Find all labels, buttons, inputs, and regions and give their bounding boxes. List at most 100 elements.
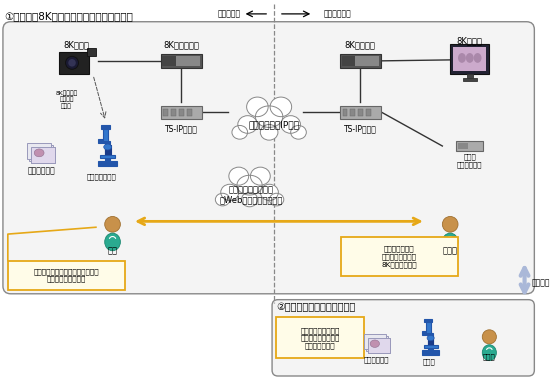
Bar	[98, 161, 118, 166]
Bar	[450, 44, 490, 74]
Text: 病理医: 病理医	[483, 353, 496, 360]
Ellipse shape	[270, 193, 284, 206]
Text: 顏微録: 顏微録	[422, 358, 435, 365]
Circle shape	[482, 330, 497, 344]
Ellipse shape	[68, 59, 76, 67]
Bar	[29, 145, 53, 161]
Text: 病理スライド: 病理スライド	[364, 356, 389, 363]
Bar	[31, 147, 55, 162]
Ellipse shape	[260, 124, 278, 140]
Bar	[428, 333, 433, 352]
Bar	[161, 54, 202, 68]
Bar	[422, 331, 431, 335]
Bar	[161, 106, 202, 119]
Text: 虎の門病院: 虎の門病院	[217, 9, 240, 18]
Bar	[276, 317, 364, 358]
Text: 8Kモニタ: 8Kモニタ	[457, 37, 483, 46]
Bar	[456, 141, 483, 151]
Bar	[425, 319, 432, 322]
Bar	[179, 109, 184, 115]
Ellipse shape	[442, 233, 458, 251]
Text: ②病理医が通常通り病理診断: ②病理医が通常通り病理診断	[276, 303, 355, 313]
Bar	[368, 338, 390, 353]
Text: 病理医が遠隔で
顏微録を操作し、
8K映像にて診断: 病理医が遠隔で 顏微録を操作し、 8K映像にて診断	[382, 246, 417, 268]
Bar	[342, 56, 379, 66]
Bar	[100, 155, 116, 158]
Bar	[339, 106, 381, 119]
Bar	[350, 109, 355, 115]
Ellipse shape	[250, 167, 270, 185]
Bar	[428, 336, 433, 347]
Ellipse shape	[370, 340, 380, 347]
Ellipse shape	[290, 126, 306, 139]
Bar	[463, 79, 477, 81]
Text: ①病理医が8K映像をもとに遠隔で病理診断: ①病理医が8K映像をもとに遠隔で病理診断	[4, 11, 133, 21]
Text: 比較評価: 比較評価	[531, 278, 550, 288]
Text: TS-IP変換機: TS-IP変換機	[164, 124, 197, 133]
Ellipse shape	[255, 106, 283, 127]
Text: 病理医: 病理医	[443, 246, 458, 255]
Circle shape	[442, 216, 458, 232]
Bar	[458, 143, 468, 149]
Text: 8Kデコーダ: 8Kデコーダ	[345, 41, 376, 50]
Bar	[358, 109, 363, 115]
Bar	[368, 338, 390, 353]
Text: 技師: 技師	[108, 246, 118, 255]
Ellipse shape	[246, 97, 268, 117]
Bar	[366, 109, 371, 115]
Bar	[453, 47, 486, 71]
Bar	[104, 145, 111, 157]
Ellipse shape	[474, 53, 481, 63]
Text: デジタル画像では診断の難しい症
例を含んだ病理標本: デジタル画像では診断の難しい症 例を含んだ病理標本	[34, 268, 100, 282]
Ellipse shape	[229, 167, 249, 185]
Bar	[87, 48, 96, 56]
Text: TS-IP変換機: TS-IP変換機	[344, 124, 377, 133]
Bar	[364, 334, 386, 349]
Ellipse shape	[237, 175, 262, 195]
Text: 地上通信絡（IP絡）: 地上通信絡（IP絡）	[249, 120, 300, 129]
Ellipse shape	[281, 116, 300, 133]
Ellipse shape	[65, 56, 79, 69]
Bar	[163, 109, 168, 115]
Bar	[162, 56, 176, 66]
Bar	[340, 237, 458, 276]
Bar	[171, 109, 176, 115]
Circle shape	[104, 216, 120, 232]
Bar	[98, 139, 108, 143]
Bar	[28, 143, 51, 159]
Text: 東京大学病院: 東京大学病院	[324, 9, 351, 18]
Text: 遠隔操作顏微録: 遠隔操作顏微録	[87, 173, 117, 180]
Ellipse shape	[270, 97, 292, 117]
Ellipse shape	[427, 335, 434, 341]
Bar	[343, 109, 348, 115]
Text: 後日、同じ病理医が
実験に使用した標本
を直接診断する: 後日、同じ病理医が 実験に使用した標本 を直接診断する	[300, 327, 340, 349]
Ellipse shape	[221, 184, 239, 201]
Ellipse shape	[104, 233, 120, 251]
Ellipse shape	[34, 149, 44, 157]
Text: 顏微録
コントローラ: 顏微録 コントローラ	[457, 154, 482, 168]
Bar	[366, 336, 388, 351]
Ellipse shape	[260, 184, 278, 201]
Bar	[424, 345, 438, 348]
Bar	[105, 141, 110, 162]
Bar	[342, 56, 355, 66]
Ellipse shape	[466, 53, 474, 63]
Bar	[422, 350, 439, 355]
Text: 8Kカメラを
顏微録に
セット: 8Kカメラを 顏微録に セット	[56, 90, 78, 109]
Ellipse shape	[216, 193, 230, 206]
Text: 8Kエンコーダ: 8Kエンコーダ	[163, 41, 199, 50]
Bar	[187, 109, 192, 115]
FancyBboxPatch shape	[3, 22, 535, 294]
FancyBboxPatch shape	[272, 300, 535, 376]
Ellipse shape	[482, 345, 497, 361]
Bar	[31, 147, 55, 162]
Ellipse shape	[104, 144, 112, 150]
Bar	[339, 54, 381, 68]
Ellipse shape	[238, 116, 257, 133]
Bar	[467, 74, 472, 79]
Bar	[162, 56, 200, 66]
Ellipse shape	[458, 53, 466, 63]
Bar	[103, 127, 108, 141]
Text: 8Kカメラ: 8Kカメラ	[63, 41, 89, 50]
Bar	[426, 320, 431, 333]
